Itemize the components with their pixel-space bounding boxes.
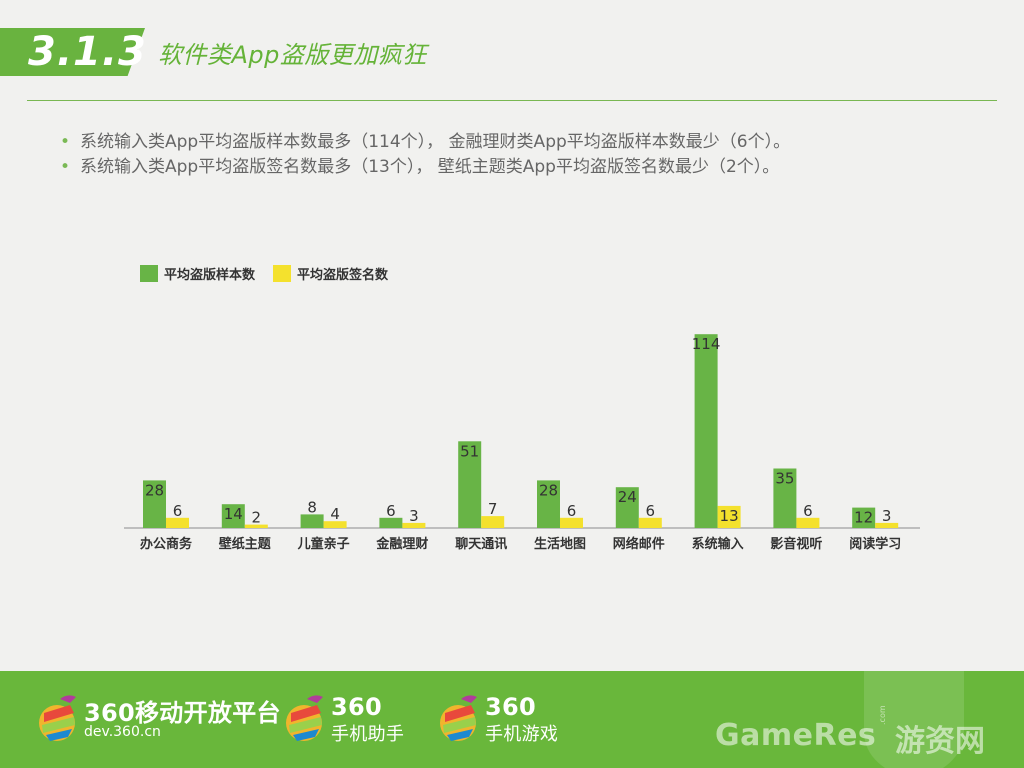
brand-name: 360 [331, 693, 382, 721]
header-divider [27, 100, 997, 101]
bar-signatures [323, 521, 347, 528]
bar-signatures [560, 517, 583, 528]
category-label: 聊天通讯 [455, 536, 507, 552]
slide-title: 软件类App盗版更加疯狂 [158, 41, 427, 69]
summary-bullet-text: 系统输入类App平均盗版签名数最多（13个）， 壁纸主题类App平均盗版签名数最… [80, 157, 780, 177]
category-label: 金融理财 [375, 536, 428, 552]
category-label: 生活地图 [534, 536, 586, 552]
bar-signatures [402, 522, 426, 528]
category-label: 壁纸主题 [219, 536, 272, 552]
bar-samples [694, 334, 718, 528]
legend-item-signatures: 平均盗版签名数 [273, 264, 388, 283]
bar-signatures [244, 524, 268, 528]
brand-subtitle: 手机游戏 [485, 724, 559, 745]
bar-samples [852, 507, 876, 528]
bullet-dot-icon: • [60, 157, 71, 177]
data-label-samples: 114 [692, 335, 721, 353]
brand-subtitle: 手机助手 [331, 724, 405, 745]
category-label: 影音视听 [770, 536, 822, 552]
data-label-samples: 28 [539, 481, 558, 499]
data-label-samples: 8 [307, 498, 317, 516]
category-label: 儿童亲子 [297, 536, 350, 552]
gameres-watermark-dotcom: .com [878, 705, 887, 725]
category-label: 办公商务 [140, 536, 193, 552]
bar-samples [537, 480, 560, 528]
slide-header: 3.1.3 软件类App盗版更加疯狂 [0, 0, 1024, 104]
data-label-samples: 24 [618, 488, 637, 506]
data-label-samples: 35 [775, 470, 794, 488]
data-label-signatures: 3 [409, 507, 419, 525]
shield-watermark-icon [864, 671, 964, 768]
summary-bullet-1: • 系统输入类App平均盗版样本数最多（114个）， 金融理财类App平均盗版样… [60, 130, 960, 155]
section-number: 3.1.3 [28, 29, 145, 75]
bullet-dot-icon: • [60, 132, 71, 152]
data-label-signatures: 6 [567, 502, 577, 520]
data-label-samples: 14 [224, 505, 243, 523]
360-logo-icon [286, 695, 323, 741]
bar-samples [379, 517, 403, 528]
section-badge: 3.1.3 [0, 28, 145, 76]
data-label-signatures: 3 [882, 507, 892, 525]
legend-label-signatures: 平均盗版签名数 [297, 268, 389, 283]
bar-chart: 平均盗版样本数 平均盗版签名数 28 6 办公商务 14 2 壁纸主题 8 4 儿童亲子 6 3 金融… [120, 250, 940, 580]
data-label-samples: 51 [460, 442, 479, 460]
footer: 360移动开放平台 dev.360.cn 360 手机助手 360 [0, 671, 1024, 768]
legend-swatch-green [140, 265, 158, 282]
bar-samples [143, 480, 166, 528]
brand-name: 360移动开放平台 [84, 699, 281, 727]
data-label-signatures: 4 [330, 505, 340, 523]
legend-swatch-yellow [273, 265, 292, 282]
category-label: 网络邮件 [613, 536, 665, 552]
summary-bullet-text: 系统输入类App平均盗版样本数最多（114个）， 金融理财类App平均盗版样本数… [80, 132, 791, 152]
bar-signatures [796, 517, 820, 528]
summary-bullets: • 系统输入类App平均盗版样本数最多（114个）， 金融理财类App平均盗版样… [60, 130, 960, 180]
bar-samples [221, 504, 245, 528]
bar-samples [458, 441, 482, 528]
data-label-samples: 12 [854, 509, 873, 527]
360-logo-icon [440, 695, 477, 741]
data-label-signatures: 13 [720, 507, 739, 525]
data-label-signatures: 6 [646, 502, 656, 520]
bar-signatures [638, 517, 662, 528]
data-label-signatures: 6 [173, 502, 183, 520]
data-label-signatures: 6 [803, 502, 813, 520]
category-label: 系统输入 [692, 536, 744, 552]
360-logo-icon [39, 695, 76, 741]
section-badge-background [0, 28, 145, 76]
legend-item-samples: 平均盗版样本数 [140, 264, 255, 283]
bar-signatures [481, 516, 505, 528]
brand-domain: dev.360.cn [84, 724, 161, 740]
bar-signatures [166, 517, 189, 528]
gameres-watermark: GameRes [715, 718, 877, 753]
data-label-signatures: 7 [488, 500, 498, 518]
summary-bullet-2: • 系统输入类App平均盗版签名数最多（13个）， 壁纸主题类App平均盗版签名… [60, 155, 960, 180]
brand-name: 360 [485, 693, 536, 721]
chart-legend: 平均盗版样本数 平均盗版签名数 [140, 264, 388, 283]
bar-samples [300, 514, 324, 528]
data-label-samples: 6 [386, 502, 396, 520]
gameres-watermark-cn: 游资网 [895, 724, 985, 759]
bar-samples [773, 468, 797, 528]
legend-label-samples: 平均盗版样本数 [164, 268, 256, 283]
data-label-signatures: 2 [252, 509, 262, 527]
bar-signatures [717, 505, 741, 528]
bar-samples [615, 487, 639, 528]
bar-signatures [875, 522, 899, 528]
category-label: 阅读学习 [849, 536, 901, 552]
data-label-samples: 28 [145, 481, 164, 499]
